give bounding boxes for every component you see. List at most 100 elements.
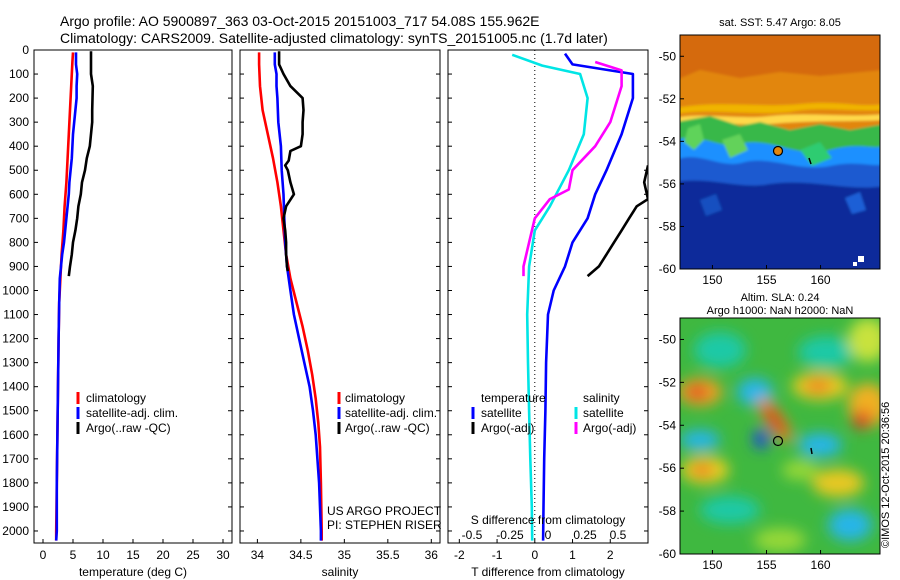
map-lat-label: -52 [659,375,677,389]
depth-tick-label: 1000 [2,283,29,297]
argo-float-marker [772,145,784,157]
sla-map [679,317,881,555]
legend-argo-label: Argo(..raw -QC) [86,421,171,435]
depth-tick-label: 0 [22,43,29,57]
legend-t-argo-label: Argo(-adj) [481,421,534,435]
series-line [67,51,95,277]
temperature-legend: climatology satellite-adj. clim. Argo(..… [76,391,178,435]
header-line-1: Argo profile: AO 5900897_363 03-Oct-2015… [60,13,540,29]
series-line [257,52,323,541]
map-lon-label: 160 [811,558,831,572]
sst-field [680,35,880,269]
series-line [586,165,648,278]
depth-axis: 0 100 200 300 400 500 600 700 800 900 1000 1100 1200… [2,43,648,538]
top-tick-label: 0 [545,528,552,542]
s-difference-axis-label: S difference from climatology [471,513,626,527]
depth-tick-label: 1100 [3,308,29,322]
map-lat-label: -60 [659,547,677,561]
top-tick-label: -0.5 [462,528,483,542]
project-annotation: US ARGO PROJECT [327,504,442,518]
depth-tick-label: 700 [9,211,29,225]
x-tick-label: 36 [425,548,439,562]
x-tick-label: 35.5 [376,548,400,562]
depth-tick-label: 1200 [2,332,29,346]
top-tick-label: 0.25 [573,528,597,542]
x-tick-label: 2 [607,548,614,562]
map-lon-label: 160 [811,273,831,287]
sla-map-ticks: 150 155 160 -50 -52 -54 -56 -58 -60 [659,332,831,572]
map-lat-label: -54 [659,418,677,432]
depth-tick-label: 200 [9,91,29,105]
x-tick-label: -2 [454,548,465,562]
depth-tick-label: 1800 [2,476,29,490]
depth-tick-label: 1400 [2,380,29,394]
temperature-axis-label: temperature (deg C) [79,565,187,579]
map-lon-label: 155 [756,558,776,572]
series-line [541,52,635,541]
legend-s-satellite-label: satellite [583,406,624,420]
top-tick-label: 0.5 [610,528,627,542]
legend-temperature-title: temperature [481,391,546,405]
sst-map-frame [679,34,881,270]
map-lat-label: -60 [659,262,677,276]
sla-map-title-1: Altim. SLA: 0.24 [741,292,820,304]
header-line-2: Climatology: CARS2009. Satellite-adjuste… [60,30,608,46]
difference-plot: -2 -1 0 1 2 -0.5 -0.25 0 0.25 0.5 [454,50,648,562]
depth-tick-label: 1700 [2,452,29,466]
legend-t-satellite-label: satellite [481,406,522,420]
legend-satellite-label: satellite-adj. clim. [345,406,437,420]
map-lon-label: 150 [702,273,722,287]
legend-climatology-label: climatology [345,391,405,405]
depth-tick-label: 400 [9,139,29,153]
series-line [522,60,623,277]
t-difference-axis-label: T difference from climatology [471,565,625,579]
sst-map [679,34,881,270]
pi-annotation: PI: STEPHEN RISER [327,518,442,532]
depth-tick-label: 900 [9,259,29,273]
x-tick-label: 34.5 [289,548,313,562]
depth-tick-label: 1300 [2,356,29,370]
x-tick-label: 5 [70,548,77,562]
top-tick-label: -0.25 [496,528,524,542]
map-lon-label: 150 [702,558,722,572]
map-lon-label: 155 [756,273,776,287]
legend-satellite-label: satellite-adj. clim. [86,406,178,420]
x-tick-label: 35 [338,548,352,562]
depth-tick-label: 300 [9,115,29,129]
x-tick-label: 34 [251,548,265,562]
x-tick-label: -1 [492,548,503,562]
x-tick-label: 25 [186,548,200,562]
depth-tick-label: 1900 [2,500,29,514]
depth-tick-label: 1500 [2,404,29,418]
map-lat-label: -54 [659,134,677,148]
difference-legend: temperature satellite Argo(-adj) salinit… [471,391,636,435]
map-lat-label: -50 [659,49,677,63]
temperature-panel-frame [33,49,233,544]
legend-salinity-title: salinity [583,391,620,405]
depth-tick-label: 100 [9,67,29,81]
map-lat-label: -56 [659,461,677,475]
x-tick-label: 20 [156,548,170,562]
salinity-axis-label: salinity [322,565,359,579]
sla-map-frame [679,317,881,555]
depth-tick-label: 500 [9,163,29,177]
legend-s-argo-label: Argo(-adj) [583,421,636,435]
depth-tick-label: 800 [9,235,29,249]
series-line [511,53,589,541]
argo-float-marker-sla [772,435,784,447]
x-tick-label: 0 [40,548,47,562]
depth-tick-label: 600 [9,187,29,201]
legend-argo-label: Argo(..raw -QC) [345,421,430,435]
series-line [273,52,323,541]
difference-panel-frame [447,49,649,544]
salinity-plot: 34 34.5 35 35.5 36 [251,51,439,562]
x-tick-label: 15 [126,548,140,562]
series-line [54,52,79,541]
x-tick-label: 30 [216,548,230,562]
map-lat-label: -56 [659,177,677,191]
sst-map-title: sat. SST: 5.47 Argo: 8.05 [719,17,841,29]
legend-climatology-label: climatology [86,391,146,405]
x-tick-label: 1 [569,548,576,562]
map-lat-label: -58 [659,504,677,518]
